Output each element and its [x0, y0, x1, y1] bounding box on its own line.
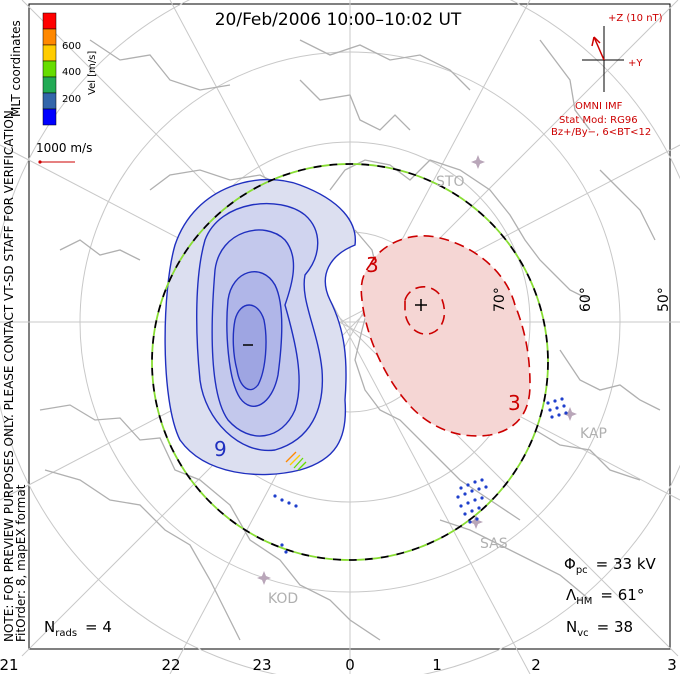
contour-label-pos: 3: [366, 253, 379, 277]
colorbar-swatch-5: [42, 76, 57, 94]
station-marker-sto: [471, 155, 485, 169]
colorbar-swatch-7: [42, 108, 57, 126]
vector-dots: [273, 397, 568, 554]
contour-pos-1: [360, 235, 531, 437]
contour-neg-5: [232, 304, 267, 391]
mlt-label-21: 21: [0, 656, 19, 674]
lat-label-50: 50°: [656, 287, 672, 312]
imf-z-label: +Z (10 nT): [608, 13, 663, 24]
mlt-label-3: 3: [667, 656, 677, 674]
station-markers: [257, 155, 577, 585]
mlt-label-0: 0: [345, 656, 355, 674]
hm-boundary-green: [151, 163, 549, 561]
negative-potential-cell: [164, 178, 356, 476]
reference-vector-dot: [38, 160, 42, 164]
preview-note: NOTE: FOR PREVIEW PURPOSES ONLY. PLEASE …: [2, 106, 16, 642]
colorbar-tick-200: 200: [62, 94, 81, 105]
lat-label-60: 60°: [578, 287, 594, 312]
stat-lambda-hm: ΛHM = 61°: [566, 586, 644, 607]
stat-model: Stat Mod: RG96: [559, 115, 638, 126]
colorbar-swatch-4: [42, 60, 57, 78]
colorbar-swatch-2: [42, 28, 57, 46]
mlt-axis: 21 22 23 0 1 2 3: [0, 656, 677, 674]
velocity-vectors: [285, 451, 307, 471]
mlt-label-2: 2: [531, 656, 541, 674]
station-marker-kap: [563, 407, 577, 421]
map-title: 20/Feb/2006 10:00–10:02 UT: [215, 10, 462, 30]
coastlines: [39, 39, 661, 641]
station-marker-kod: [257, 571, 271, 585]
imf-condition: Bz+/By−, 6<BT<12: [551, 127, 651, 138]
imf-vector-head: [591, 36, 601, 47]
contour-label-neg: 9: [214, 437, 227, 461]
contour-label-pos-2: 3: [508, 391, 521, 415]
reference-vector-label: 1000 m/s: [36, 141, 92, 155]
colorbar-label: Vel [m/s]: [87, 51, 98, 95]
stat-n-vc: Nvc = 38: [566, 618, 633, 639]
imf-vector: [593, 36, 605, 61]
colorbar-tick-400: 400: [62, 67, 81, 78]
coords-label: MLT coordinates: [9, 20, 23, 117]
station-label-kod: KOD: [268, 591, 298, 607]
imf-y-label: +Y: [628, 58, 643, 69]
mlt-label-1: 1: [432, 656, 442, 674]
stat-n-rads: Nrads = 4: [44, 618, 112, 639]
colorbar-swatch-6: [42, 92, 57, 110]
fit-order: FitOrder: 8, mapEX format: [14, 484, 28, 642]
station-label-sas: SAS: [480, 536, 508, 552]
mlt-label-23: 23: [252, 656, 271, 674]
positive-potential-cell: [360, 235, 531, 437]
stat-phi-pc: Φpc = 33 kV: [564, 555, 657, 576]
imf-source: OMNI IMF: [575, 101, 623, 112]
map-stats: Φpc = 33 kV ΛHM = 61° Nvc = 38 Nrads = 4: [44, 555, 657, 639]
velocity-colorbar: 600 400 200 Vel [m/s]: [42, 12, 98, 126]
colorbar-swatch-1: [42, 12, 57, 30]
station-marker-sas: [469, 515, 483, 529]
imf-clock: +Z (10 nT) +Y OMNI IMF Stat Mod: RG96 Bz…: [551, 13, 663, 138]
colorbar-tick-600: 600: [62, 41, 81, 52]
contour-pos-2: [404, 286, 446, 335]
station-label-kap: KAP: [580, 426, 607, 442]
station-label-sto: STO: [436, 174, 464, 190]
lat-label-70: 70°: [492, 287, 508, 312]
colorbar-swatch-3: [42, 44, 57, 62]
mlt-label-22: 22: [161, 656, 180, 674]
